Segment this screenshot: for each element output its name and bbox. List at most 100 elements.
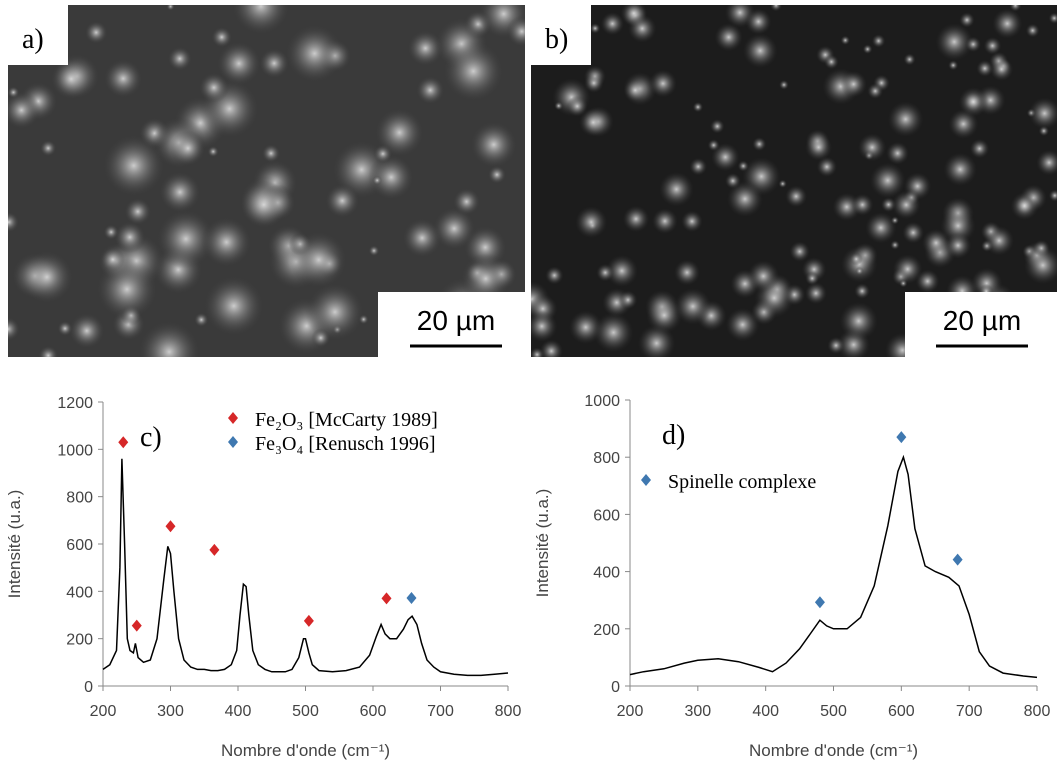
texture — [19, 250, 74, 305]
texture — [637, 324, 676, 357]
peak-marker — [303, 614, 314, 627]
texture — [531, 310, 558, 342]
texture — [124, 197, 152, 226]
panel-label: c) — [140, 422, 162, 453]
texture — [211, 26, 233, 48]
legend-marker — [228, 436, 238, 448]
texture — [452, 187, 481, 216]
texture — [779, 79, 789, 90]
texture — [862, 44, 873, 54]
texture — [770, 5, 783, 12]
label-box — [8, 5, 68, 65]
texture — [887, 101, 924, 137]
texture — [854, 283, 870, 299]
texture — [596, 263, 615, 282]
texture — [589, 23, 601, 34]
x-axis-title: Nombre d'onde (cm⁻¹) — [749, 741, 918, 760]
texture — [1048, 189, 1057, 202]
y-axis-title: Intensité (u.a.) — [5, 490, 24, 599]
x-axis-title: Nombre d'onde (cm⁻¹) — [221, 741, 390, 760]
texture — [374, 107, 425, 158]
peak-marker — [952, 553, 963, 566]
x-tick-label: 200 — [90, 703, 117, 720]
texture — [68, 312, 106, 350]
texture — [579, 108, 608, 137]
texture — [711, 142, 740, 172]
panel-label: d) — [662, 420, 685, 451]
x-tick-label: 400 — [225, 703, 252, 720]
texture — [752, 137, 767, 152]
x-tick-label: 300 — [684, 703, 711, 720]
texture — [156, 208, 216, 269]
x-tick-label: 500 — [820, 703, 847, 720]
texture — [984, 225, 1015, 256]
texture — [95, 258, 159, 321]
texture — [202, 274, 265, 337]
texture — [600, 12, 625, 36]
y-tick-label: 200 — [593, 622, 620, 639]
texture — [566, 95, 588, 117]
texture — [915, 269, 940, 294]
texture — [871, 34, 886, 48]
texture — [851, 193, 874, 216]
texture — [368, 245, 380, 257]
y-tick-label: 200 — [66, 632, 93, 649]
texture — [545, 266, 564, 285]
peak-marker — [209, 543, 220, 556]
texture — [231, 5, 291, 36]
texture — [958, 87, 989, 117]
texture — [101, 133, 166, 198]
texture — [891, 190, 921, 220]
y-tick-label: 1000 — [584, 393, 620, 410]
texture — [921, 228, 951, 257]
texture — [965, 36, 982, 53]
texture — [689, 157, 708, 176]
texture — [1025, 23, 1040, 38]
texture — [469, 120, 518, 169]
peak-marker — [406, 591, 417, 604]
texture — [158, 170, 202, 214]
texture — [1023, 246, 1057, 285]
texture — [593, 312, 634, 353]
texture — [858, 133, 887, 162]
texture — [681, 210, 703, 233]
texture — [745, 8, 772, 35]
texture — [890, 240, 900, 250]
texture — [816, 156, 838, 177]
texture — [881, 197, 897, 213]
texture — [839, 301, 878, 341]
texture — [506, 15, 525, 48]
x-tick-label: 600 — [888, 703, 915, 720]
texture — [289, 230, 348, 290]
texture — [869, 162, 906, 199]
texture — [902, 221, 925, 244]
texture — [674, 288, 712, 325]
texture — [943, 152, 977, 187]
texture — [407, 29, 444, 67]
texture — [1028, 97, 1057, 130]
texture — [789, 241, 810, 262]
texture — [618, 290, 638, 310]
texture — [8, 91, 41, 130]
texture — [890, 216, 900, 225]
texture — [714, 23, 743, 52]
texture — [983, 36, 1002, 55]
texture — [725, 307, 760, 342]
texture — [969, 138, 990, 159]
texture — [605, 254, 638, 287]
texture — [166, 5, 175, 11]
label-box — [531, 5, 591, 65]
texture — [539, 339, 563, 357]
legend-marker — [228, 412, 238, 424]
texture — [886, 141, 910, 165]
sem-image-b — [531, 5, 1057, 357]
texture — [903, 53, 916, 66]
texture — [1048, 12, 1057, 24]
x-tick-label: 800 — [495, 703, 522, 720]
y-tick-label: 0 — [611, 679, 620, 696]
texture — [113, 221, 146, 254]
peak-marker — [165, 520, 176, 533]
scale-bar-label: 20 µm — [943, 305, 1021, 336]
peak-marker — [131, 619, 142, 632]
